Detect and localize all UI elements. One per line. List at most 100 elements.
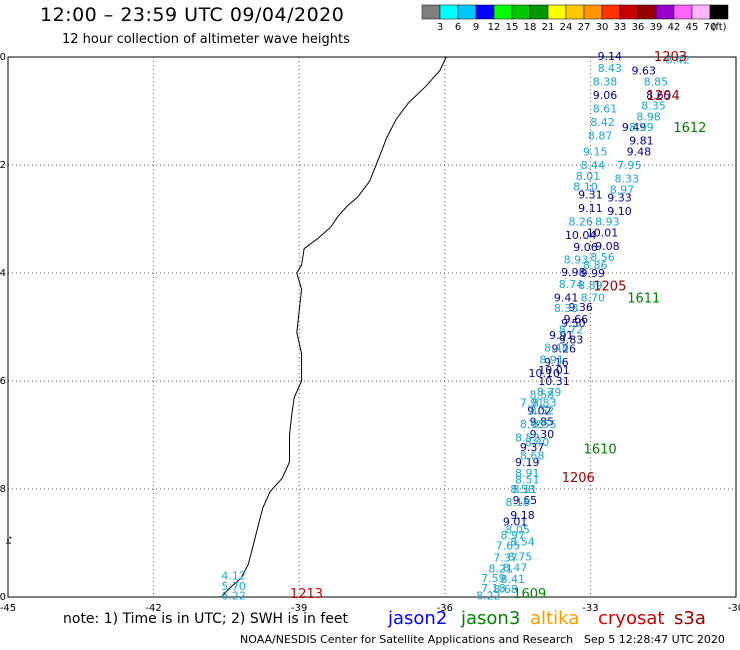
swh-value-jason3: 8.33 bbox=[615, 173, 640, 186]
swh-value-jason3: 8.97 bbox=[500, 529, 525, 542]
swh-value-jason3: 8.44 bbox=[581, 159, 606, 172]
swh-value-jason3: 8.95 bbox=[520, 418, 545, 431]
swh-value-jason2: 9.06 bbox=[573, 241, 598, 254]
swh-value-jason2: 9.08 bbox=[595, 240, 620, 253]
swh-value-jason2: 9.01 bbox=[503, 515, 528, 528]
swh-value-jason3: 8.83 bbox=[532, 397, 557, 410]
swh-value-jason2: 9.11 bbox=[578, 202, 603, 215]
swh-value-jason2: 9.14 bbox=[598, 50, 623, 63]
swh-value-jason3: 8.41 bbox=[500, 573, 525, 586]
chart-title: 12:00 – 23:59 UTC 09/04/2020 bbox=[40, 4, 345, 26]
swh-value-jason3: 8.52 bbox=[530, 405, 555, 418]
colorbar-swatch bbox=[655, 4, 675, 20]
swh-value-jason2: 9.36 bbox=[568, 301, 593, 314]
colorbar-swatch bbox=[637, 4, 657, 20]
swh-value-jason2: 9.16 bbox=[544, 356, 569, 369]
track-label: 1610 bbox=[584, 443, 617, 458]
colorbar-swatch bbox=[583, 4, 603, 20]
swh-value-jason3: 8.58 bbox=[510, 483, 535, 496]
colorbar-label: 9 bbox=[473, 22, 479, 33]
swh-value-jason3: 6.22 bbox=[221, 589, 246, 602]
swh-value-jason2: 9.98 bbox=[561, 266, 586, 279]
swh-value-jason2: 9.48 bbox=[627, 146, 652, 159]
swh-value-jason3: 7.65 bbox=[496, 540, 521, 553]
colorbar-swatch bbox=[475, 4, 495, 20]
colorbar-label: 27 bbox=[578, 22, 591, 33]
swh-value-jason3: 8.01 bbox=[576, 170, 601, 183]
colorbar-swatch bbox=[421, 4, 441, 20]
swh-value-jason3: 8.26 bbox=[568, 216, 593, 229]
swh-value-jason3: 8.89 bbox=[578, 279, 603, 292]
x-tick-label: -36 bbox=[437, 603, 453, 614]
swh-value-jason3: 8.47 bbox=[503, 561, 528, 574]
swh-value-jason2: 9.66 bbox=[564, 313, 589, 326]
swh-value-jason2: 10.01 bbox=[587, 227, 619, 240]
swh-value-jason3: 8.54 bbox=[510, 535, 535, 548]
swh-value-jason2: 9.41 bbox=[554, 291, 579, 304]
swh-value-jason3: 8.48 bbox=[544, 342, 569, 355]
swh-value-jason2: 9.91 bbox=[549, 329, 574, 342]
swh-value-jason2: 9.65 bbox=[513, 494, 538, 507]
track-label: 1206 bbox=[562, 471, 595, 486]
colorbar-label: 24 bbox=[560, 22, 573, 33]
colorbar-swatch bbox=[547, 4, 567, 20]
swh-value-jason3: 8.68 bbox=[520, 450, 545, 463]
swh-value-jason3: 8.11 bbox=[513, 483, 538, 496]
swh-value-jason3: 8.91 bbox=[515, 467, 540, 480]
track-label: 1205 bbox=[593, 279, 626, 294]
swh-value-jason3: 9.15 bbox=[583, 146, 608, 159]
swh-value-jason3: 8.79 bbox=[537, 386, 562, 399]
swh-value-jason2: 9.19 bbox=[515, 456, 540, 469]
colorbar-label: (ft) bbox=[711, 22, 726, 33]
swh-value-jason2: 9.02 bbox=[527, 405, 552, 418]
swh-value-jason2: 9.85 bbox=[530, 416, 555, 429]
swh-value-jason3: 7.95 bbox=[617, 159, 642, 172]
coastline bbox=[7, 56, 447, 598]
swh-value-jason3: 8.93 bbox=[564, 254, 589, 267]
swh-value-jason3: 7.91 bbox=[520, 397, 545, 410]
legend-jason2: jason2 bbox=[388, 608, 448, 629]
colorbar-swatch bbox=[457, 4, 477, 20]
swh-value-jason3: 4.12 bbox=[221, 569, 246, 582]
swh-value-jason2: 9.06 bbox=[593, 89, 618, 102]
colorbar-swatch bbox=[493, 4, 513, 20]
swh-value-jason2: 9.37 bbox=[520, 441, 545, 454]
track-label: 1612 bbox=[673, 121, 706, 136]
swh-value-jason2: 10.04 bbox=[565, 229, 597, 242]
swh-value-jason3: 8.21 bbox=[488, 562, 513, 575]
y-tick-label: -14 bbox=[0, 268, 6, 279]
track-label: 1203 bbox=[654, 50, 687, 65]
swh-value-jason3: 8.61 bbox=[593, 102, 618, 115]
colorbar-swatch bbox=[619, 4, 639, 20]
colorbar-label: 39 bbox=[650, 22, 663, 33]
legend-cryosat: cryosat bbox=[598, 608, 665, 629]
swh-value-jason3: 8.56 bbox=[590, 251, 615, 264]
x-tick-label: -39 bbox=[291, 603, 307, 614]
swh-value-jason2: 9.83 bbox=[559, 333, 584, 346]
colorbar-label: 33 bbox=[614, 22, 627, 33]
swh-value-jason3: 7.18 bbox=[481, 582, 506, 595]
swh-value-jason2: 10.10 bbox=[529, 367, 561, 380]
swh-value-jason2: 10.31 bbox=[538, 375, 570, 388]
track-label: 1213 bbox=[290, 587, 323, 602]
colorbar-legend: 3 6 9 12 15 18 21 24 27 30 33 36 39 42 45 70(ft) bbox=[421, 4, 729, 33]
colorbar-label: 21 bbox=[542, 22, 555, 33]
colorbar-label: 30 bbox=[596, 22, 609, 33]
colorbar-swatch bbox=[691, 4, 711, 20]
colorbar-swatch bbox=[511, 4, 531, 20]
swh-value-jason3: 8.91 bbox=[539, 353, 564, 366]
swh-value-jason3: 8.35 bbox=[641, 100, 666, 113]
y-tick-label: -16 bbox=[0, 376, 6, 387]
x-tick-label: -33 bbox=[582, 603, 598, 614]
swh-value-jason3: 8.86 bbox=[583, 259, 608, 272]
colorbar-label: 36 bbox=[632, 22, 645, 33]
x-tick-label: -45 bbox=[0, 603, 16, 614]
colorbar-swatch bbox=[529, 4, 549, 20]
swh-value-jason3: 8.97 bbox=[610, 183, 635, 196]
y-tick-label: -18 bbox=[0, 484, 6, 495]
colorbar-label: 12 bbox=[488, 22, 501, 33]
colorbar-swatch bbox=[565, 4, 585, 20]
footer-timestamp: Sep 5 12:28:47 UTC 2020 bbox=[584, 633, 725, 646]
chart-subtitle: 12 hour collection of altimeter wave hei… bbox=[62, 32, 350, 47]
